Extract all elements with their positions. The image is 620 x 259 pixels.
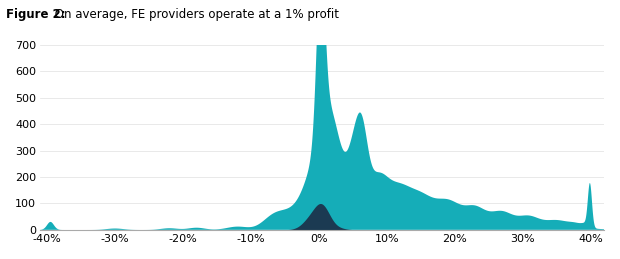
Text: On average, FE providers operate at a 1% profit: On average, FE providers operate at a 1%… xyxy=(51,8,339,21)
Text: Figure 2:: Figure 2: xyxy=(6,8,66,21)
